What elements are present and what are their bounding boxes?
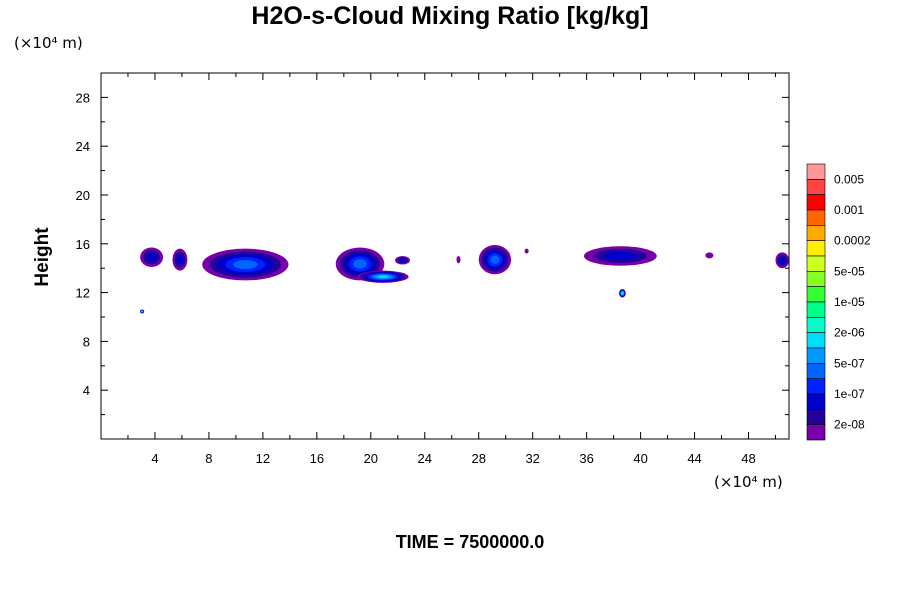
cloud-patch-11-level-0 xyxy=(705,252,714,259)
y-tick-label: 28 xyxy=(76,90,90,105)
chart-title: H2O-s-Cloud Mixing Ratio [kg/kg] xyxy=(251,2,649,30)
cloud-patch-12-level-2 xyxy=(779,256,786,264)
colorbar-swatch xyxy=(806,271,826,287)
cloud-patch-3-level-4 xyxy=(353,259,367,269)
colorbar-swatch xyxy=(806,163,826,180)
colorbar-swatch xyxy=(806,255,826,272)
x-tick-label: 8 xyxy=(205,451,212,466)
colorbar-swatch xyxy=(806,179,826,195)
cloud-patch-9-level-2 xyxy=(604,251,637,261)
x-tick-label: 36 xyxy=(579,451,593,466)
colorbar-swatch xyxy=(806,194,826,211)
colorbar-swatch xyxy=(806,363,826,379)
plot-frame xyxy=(100,72,790,440)
time-label: TIME = 7500000.0 xyxy=(395,532,545,552)
colorbar-swatch xyxy=(806,301,826,318)
y-tick-label: 4 xyxy=(83,383,90,398)
cloud-patch-13-level-8 xyxy=(141,311,143,312)
cloud-field xyxy=(140,245,789,314)
colorbar-label: 5e-05 xyxy=(834,264,865,278)
x-tick-label: 40 xyxy=(633,451,647,466)
x-tick-label: 16 xyxy=(310,451,324,466)
y-tick-label: 12 xyxy=(76,286,90,301)
colorbar-label: 2e-06 xyxy=(834,326,865,340)
colorbar-swatch xyxy=(806,347,826,364)
colorbar: 0.005 0.001 0.0002 5e-05 1e-05 2e-06 5e-07 1e-0… xyxy=(806,163,871,441)
y-tick-label: 16 xyxy=(76,237,90,252)
colorbar-swatch xyxy=(806,317,826,333)
x-axis-unit: (×10⁴ m) xyxy=(714,473,783,491)
colorbar-label: 1e-05 xyxy=(834,295,865,309)
x-tick-label: 44 xyxy=(687,451,701,466)
x-tick-label: 12 xyxy=(256,451,270,466)
y-tick-label: 8 xyxy=(83,334,90,349)
x-tick-label: 20 xyxy=(364,451,378,466)
x-tick-label: 28 xyxy=(471,451,485,466)
colorbar-swatch xyxy=(806,332,826,349)
colorbar-swatch xyxy=(806,225,826,241)
cloud-patch-7-level-4 xyxy=(490,255,500,264)
colorbar-label: 0.001 xyxy=(834,203,864,217)
cloud-patch-8-level-0 xyxy=(524,248,529,254)
x-tick-label: 32 xyxy=(525,451,539,466)
cloud-patch-6-level-0 xyxy=(456,256,461,264)
colorbar-swatch xyxy=(806,240,826,257)
cloud-patch-4-level-6 xyxy=(377,275,389,279)
cloud-patch-2-level-4 xyxy=(233,260,258,270)
colorbar-label: 2e-08 xyxy=(834,418,865,432)
colorbar-swatch xyxy=(806,286,826,303)
colorbar-label: 1e-07 xyxy=(834,387,865,401)
y-tick-label: 20 xyxy=(76,188,90,203)
colorbar-label: 5e-07 xyxy=(834,356,865,370)
x-tick-label: 48 xyxy=(741,451,755,466)
cloud-patch-10-level-8 xyxy=(621,292,623,294)
y-axis-unit: (×10⁴ m) xyxy=(14,34,83,52)
cloud-patch-5-level-2 xyxy=(399,258,406,263)
colorbar-swatch xyxy=(806,378,826,395)
colorbar-swatch xyxy=(806,393,826,410)
y-tick-label: 24 xyxy=(76,139,90,154)
colorbar-swatch xyxy=(806,409,826,425)
cloud-patch-0-level-2 xyxy=(146,252,157,262)
colorbar-swatch xyxy=(806,424,826,441)
x-tick-label: 4 xyxy=(151,451,158,466)
x-tick-label: 24 xyxy=(418,451,432,466)
colorbar-label: 0.005 xyxy=(834,172,864,186)
colorbar-swatch xyxy=(806,209,826,226)
colorbar-label: 0.0002 xyxy=(834,234,871,248)
cloud-patch-1-level-2 xyxy=(176,254,184,265)
